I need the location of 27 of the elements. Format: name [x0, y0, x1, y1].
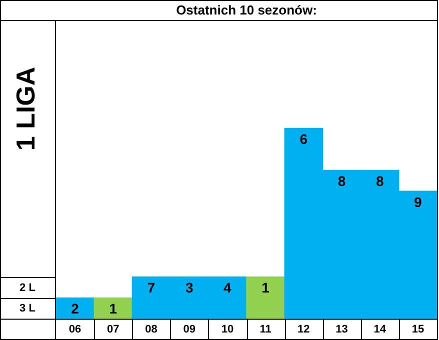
annotation: 1 [109, 300, 118, 317]
text: 2 L [20, 282, 36, 294]
annotation: 9 [414, 194, 422, 210]
annotation: 8 [376, 173, 384, 190]
x-tick-label: 09 [183, 323, 196, 336]
text: 3 L [20, 302, 36, 315]
x-tick-label: 15 [412, 323, 424, 336]
annotation: 2 [71, 300, 80, 317]
text: 1 LIGA [10, 66, 41, 151]
x-tick-label: 11 [260, 323, 272, 336]
x-tick-label: 08 [145, 323, 158, 336]
chart-title: Ostatnich 10 sezonów: [176, 2, 317, 18]
x-tick-label: 10 [221, 323, 234, 336]
annotation: 3 [185, 280, 194, 296]
x-tick-label: 14 [374, 323, 387, 336]
x-tick-label: 07 [107, 323, 120, 336]
annotation: 4 [224, 280, 232, 296]
annotation: 8 [338, 173, 346, 190]
x-tick-label: 12 [298, 323, 310, 336]
bar [56, 298, 94, 319]
annotation: 7 [147, 280, 156, 296]
x-tick-label: 06 [68, 323, 82, 336]
x-tick-label: 13 [336, 323, 348, 336]
annotation: 6 [300, 131, 308, 148]
bar [246, 276, 285, 319]
bar [94, 298, 133, 319]
annotation: 1 [262, 280, 270, 296]
